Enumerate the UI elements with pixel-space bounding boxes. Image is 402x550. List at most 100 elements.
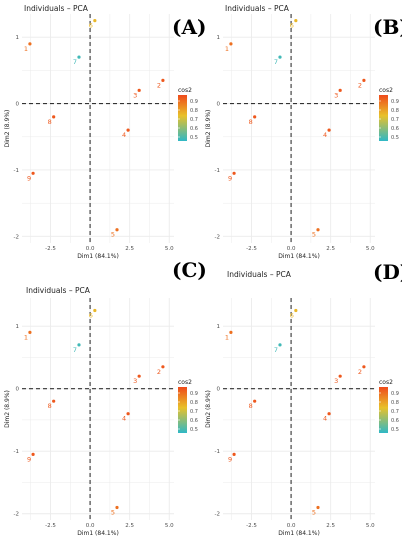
x-tick-label: 2.5 [326,523,335,529]
y-tick-label: 0 [217,387,221,393]
data-point [327,412,331,416]
legend-label: 0.5 [190,427,198,433]
data-point [338,374,342,378]
point-label: 5 [111,231,115,239]
legend-label: 0.8 [391,108,399,114]
legend-label: 0.9 [391,391,399,397]
point-label: 1 [225,45,229,53]
x-tick-label: 0.0 [287,246,296,252]
data-point [126,412,130,416]
legend-label: 0.5 [391,427,399,433]
x-tick-label: -2.5 [45,246,56,252]
data-point [31,452,35,456]
data-point [362,78,366,82]
point-label: 1 [24,333,28,341]
point-label: 9 [228,455,232,463]
y-tick-label: -1 [14,449,19,455]
data-point [362,365,366,369]
x-axis-label: Dim1 (84.1%) [278,253,320,260]
legend-label: 0.6 [190,418,198,424]
y-tick-label: -2 [215,234,220,240]
x-tick-label: -2.5 [246,246,257,252]
legend-label: 0.7 [391,409,399,415]
legend-colorbar [178,387,187,433]
point-label: 9 [228,174,232,182]
data-point [229,330,233,334]
x-tick-label: -2.5 [246,523,257,529]
point-label: 1 [24,45,28,53]
point-label: 5 [111,508,115,516]
data-point [115,228,119,232]
point-label: 2 [358,81,362,89]
legend-label: 0.9 [190,99,198,105]
y-tick-label: 0 [16,102,20,108]
y-tick-label: -1 [14,168,19,174]
panel-label: (B) [373,15,402,39]
panel-label: (C) [172,258,207,282]
chart-panel: -2.5 0.0 2.5 5.0 -2 -1 0 1 Dim1 (84.1%) Dim2 (8.9… [205,260,402,537]
panel-label: (A) [172,15,206,39]
point-label: 3 [334,91,338,99]
point-label: 7 [73,346,77,354]
data-point [93,19,97,23]
y-tick-label: -2 [14,512,19,518]
point-label: 4 [323,131,327,139]
x-tick-label: 5.0 [165,246,174,252]
legend-label: 0.5 [391,135,399,141]
point-label: 6 [89,312,93,320]
point-label: 8 [48,118,52,126]
point-label: 1 [225,333,229,341]
legend-label: 0.8 [391,400,399,406]
x-axis-label: Dim1 (84.1%) [77,530,119,537]
y-tick-label: -1 [215,449,220,455]
point-label: 8 [249,118,253,126]
y-tick-label: 1 [16,324,20,330]
point-label: 4 [122,415,126,423]
legend-label: 0.5 [190,135,198,141]
point-label: 6 [290,22,294,30]
x-tick-label: 0.0 [86,246,95,252]
data-point [327,128,331,132]
x-tick-label: 5.0 [165,523,174,529]
point-label: 9 [27,174,31,182]
data-point [294,308,298,313]
data-point [338,88,342,92]
y-tick-label: 1 [217,35,221,41]
y-tick-label: -1 [215,168,220,174]
data-point [278,55,282,59]
x-tick-label: 0.0 [287,523,296,529]
y-axis-label: Dim2 (8.9%) [205,110,212,148]
data-point [137,374,141,378]
chart-panel: -2.5 0.0 2.5 5.0 -2 -1 0 1 Dim1 (84.1%) Dim2 (8.9… [205,4,402,260]
point-label: 3 [334,377,338,385]
data-point [232,452,236,456]
point-label: 8 [249,402,253,410]
point-label: 2 [358,368,362,376]
legend-colorbar [379,95,388,141]
point-label: 9 [27,455,31,463]
legend-label: 0.8 [190,108,198,114]
y-axis-label: Dim2 (8.9%) [4,390,11,428]
point-label: 7 [274,346,278,354]
chart-title: Individuals – PCA [227,270,292,279]
data-point [52,115,56,119]
legend-label: 0.9 [391,99,399,105]
point-label: 4 [122,131,126,139]
data-point [161,78,165,82]
y-tick-label: -2 [215,512,220,518]
y-tick-label: 1 [16,35,20,41]
data-point [77,55,81,59]
data-point [316,505,320,510]
data-point [294,19,298,23]
x-axis-label: Dim1 (84.1%) [77,253,119,260]
point-label: 6 [89,22,93,30]
y-axis-label: Dim2 (8.9%) [4,110,11,148]
legend-colorbar [379,387,388,433]
x-tick-label: 2.5 [125,246,134,252]
panel-label: (D) [373,260,402,284]
data-point [28,42,32,46]
legend-title: cos2 [379,379,393,386]
chart-title: Individuals – PCA [26,286,91,295]
y-tick-label: -2 [14,234,19,240]
legend-label: 0.9 [190,391,198,397]
